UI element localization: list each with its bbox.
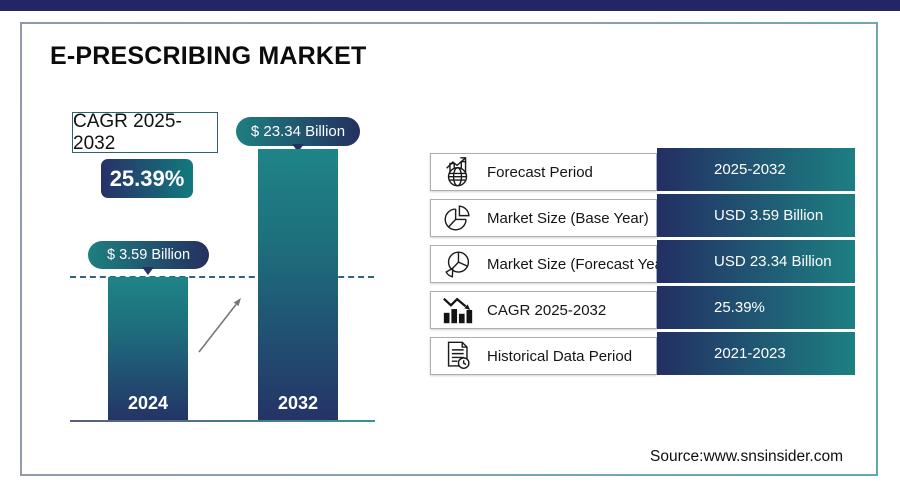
source-text: Source:www.snsinsider.com xyxy=(650,448,843,465)
row-value: 2025-2032 xyxy=(714,161,786,178)
globe-trend-icon xyxy=(440,155,476,189)
cagr-value-badge: 25.39% xyxy=(101,159,193,198)
bar-chart-trend-icon xyxy=(440,293,476,327)
table-row: CAGR 2025-2032 25.39% xyxy=(430,286,855,329)
bar-year-label-2024: 2024 xyxy=(127,393,169,413)
table-row: Market Size (Forecast Year) USD 23.34 Bi… xyxy=(430,240,855,283)
row-label-cell: CAGR 2025-2032 xyxy=(430,291,657,329)
row-value: 2021-2023 xyxy=(714,345,786,362)
row-value-cell: USD 3.59 Billion xyxy=(657,194,855,237)
bar-callout-2024: $ 3.59 Billion xyxy=(88,241,209,269)
top-accent-bar xyxy=(0,0,900,11)
row-value: 25.39% xyxy=(714,299,765,316)
table-row: Forecast Period 2025-2032 xyxy=(430,148,855,191)
chart-baseline xyxy=(70,420,375,422)
cagr-period-box: CAGR 2025-2032 xyxy=(72,111,218,154)
bar-2024: 2024 xyxy=(108,277,188,420)
bar-year-label-2032: 2032 xyxy=(277,393,319,413)
row-label-cell: Forecast Period xyxy=(430,153,657,191)
row-label: Forecast Period xyxy=(487,163,593,181)
row-value: USD 23.34 Billion xyxy=(714,253,832,270)
row-value-cell: 2025-2032 xyxy=(657,148,855,191)
row-label-cell: Historical Data Period xyxy=(430,337,657,375)
row-value-cell: 25.39% xyxy=(657,286,855,329)
row-label-cell: Market Size (Base Year) xyxy=(430,199,657,237)
table-row: Market Size (Base Year) USD 3.59 Billion xyxy=(430,194,855,237)
row-label: CAGR 2025-2032 xyxy=(487,301,607,319)
page-title: E-PRESCRIBING MARKET xyxy=(50,42,367,70)
row-label: Historical Data Period xyxy=(487,347,633,365)
callout-pointer-2024 xyxy=(142,267,154,275)
bar-2032: 2032 xyxy=(258,149,338,420)
row-value-cell: USD 23.34 Billion xyxy=(657,240,855,283)
pie-chart-exploded-icon xyxy=(440,247,476,281)
growth-arrow-icon xyxy=(196,292,248,361)
pie-chart-icon xyxy=(440,201,476,235)
reference-dashed-line xyxy=(70,276,374,278)
row-value: USD 3.59 Billion xyxy=(714,207,824,224)
row-value-cell: 2021-2023 xyxy=(657,332,855,375)
row-label-cell: Market Size (Forecast Year) xyxy=(430,245,673,283)
callout-pointer-2032 xyxy=(292,144,304,152)
bar-callout-2032: $ 23.34 Billion xyxy=(236,117,360,146)
document-clock-icon xyxy=(440,339,476,373)
row-label: Market Size (Base Year) xyxy=(487,209,649,227)
row-label: Market Size (Forecast Year) xyxy=(487,255,673,273)
table-row: Historical Data Period 2021-2023 xyxy=(430,332,855,375)
